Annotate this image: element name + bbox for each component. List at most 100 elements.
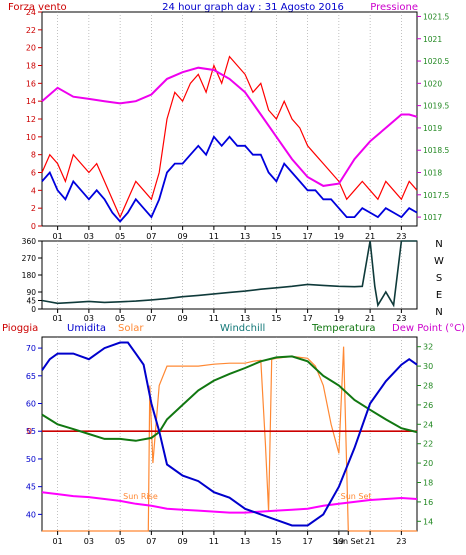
weather-x-label: 09 [178, 537, 188, 546]
weather-x-label: 11 [209, 537, 219, 546]
direction-x-label: 01 [53, 314, 63, 323]
temp-y-tick-label: 16 [423, 498, 433, 507]
humidity-title: Umidita [67, 323, 106, 334]
humidity-line [41, 341, 418, 527]
rain-zero-label: 0 [27, 427, 32, 436]
temp-y-tick-label: 14 [423, 517, 433, 526]
wind-x-label: 13 [240, 232, 250, 241]
wind-x-label: 17 [303, 232, 313, 241]
weather-x-label: 23 [396, 537, 406, 546]
solar-line [42, 346, 417, 532]
direction-y-tick-label: 270 [22, 254, 37, 263]
temp-y-tick-label: 26 [423, 401, 433, 410]
pressure-y-tick-label: 1019 [423, 124, 442, 133]
temp-y-tick-label: 30 [423, 362, 433, 371]
humidity-y-tick-label: 40 [26, 510, 36, 519]
weather-x-label: Sun Set [333, 537, 364, 546]
humidity-y-tick-label: 65 [26, 372, 36, 381]
pressure-y-tick-label: 1017.5 [423, 191, 449, 200]
temp-y-tick-label: 28 [423, 382, 433, 391]
direction-panel-frame [41, 240, 418, 310]
sunset-annotation: Sun Set [341, 492, 372, 501]
dewpoint-title: Dew Point (°C) [392, 323, 465, 334]
pressure-y-tick-label: 1018 [423, 169, 442, 178]
wind-x-label: 07 [146, 232, 156, 241]
wind-avg-line [41, 135, 418, 223]
pressure-y-tick-label: 1021 [423, 35, 442, 44]
humidity-y-tick-label: 55 [26, 427, 36, 436]
sunrise-annotation: Sun Rise [123, 492, 158, 501]
direction-x-label: 15 [271, 314, 281, 323]
direction-x-label: 09 [178, 314, 188, 323]
wind-y-tick-label: 16 [26, 79, 36, 88]
pressure-y-tick-label: 1018.5 [423, 146, 449, 155]
humidity-y-tick-label: 70 [26, 344, 36, 353]
direction-x-label: 21 [365, 314, 375, 323]
wind-y-tick-label: 2 [31, 204, 36, 213]
weather-x-label: 21 [365, 537, 375, 546]
wind-x-label: 19 [334, 232, 344, 241]
wind-x-label: 01 [53, 232, 63, 241]
direction-x-label: 13 [240, 314, 250, 323]
pressure-y-tick-label: 1020 [423, 79, 442, 88]
wind-x-label: 11 [209, 232, 219, 241]
weather-x-label: 07 [146, 537, 156, 546]
weather-x-label: 19 [334, 537, 344, 546]
wind-x-label: 21 [365, 232, 375, 241]
temp-y-tick-label: 24 [423, 420, 433, 429]
wind-x-label: 15 [271, 232, 281, 241]
pressure-y-tick-label: 1019.5 [423, 102, 449, 111]
direction-line [41, 240, 417, 308]
temp-y-tick-label: 32 [423, 343, 433, 352]
temperature-line [41, 355, 418, 442]
graph-title: 24 hour graph day : 31 Agosto 2016 [162, 2, 344, 13]
wind-panel-frame [41, 11, 418, 227]
wind-y-tick-label: 0 [31, 222, 36, 231]
weather-x-label: 13 [240, 537, 250, 546]
direction-y-tick-label: 180 [22, 271, 37, 280]
compass-label: W [434, 256, 444, 267]
pressure-line [41, 66, 418, 187]
humidity-y-tick-label: 50 [26, 455, 36, 464]
wind-y-tick-label: 24 [26, 8, 36, 17]
direction-y-tick-label: 360 [22, 237, 37, 246]
compass-label: E [436, 290, 442, 301]
humidity-y-tick-label: 45 [26, 483, 36, 492]
humidity-y-tick-label: 60 [26, 400, 36, 409]
temperature-title: Temperatura [311, 323, 376, 334]
wind-y-tick-label: 20 [26, 44, 36, 53]
wind-y-tick-label: 6 [31, 169, 36, 178]
pressure-title: Pressione [370, 2, 418, 13]
wind-x-label: 03 [84, 232, 94, 241]
wind-y-tick-label: 22 [26, 26, 36, 35]
weather-x-label: 15 [271, 537, 281, 546]
direction-x-label: 19 [334, 314, 344, 323]
compass-label: N [435, 239, 442, 250]
direction-x-label: 11 [209, 314, 219, 323]
compass-label: N [435, 307, 442, 318]
temp-y-tick-label: 18 [423, 479, 433, 488]
wind-y-tick-label: 8 [31, 151, 36, 160]
solar-title: Solar [118, 323, 144, 334]
rain-title: Pioggia [2, 323, 38, 334]
windchill-title: Windchill [220, 323, 265, 334]
temp-y-tick-label: 22 [423, 440, 433, 449]
direction-y-tick-label: 0 [31, 305, 36, 314]
direction-x-label: 17 [303, 314, 313, 323]
temp-y-tick-label: 20 [423, 459, 433, 468]
wind-y-tick-label: 18 [26, 62, 36, 71]
pressure-y-tick-label: 1017 [423, 213, 442, 222]
wind-x-label: 23 [396, 232, 406, 241]
pressure-y-tick-label: 1020.5 [423, 57, 449, 66]
direction-x-label: 07 [146, 314, 156, 323]
compass-label: S [436, 273, 442, 284]
weather-panel-frame [41, 336, 418, 532]
direction-y-tick-label: 45 [26, 297, 36, 306]
wind-x-label: 05 [115, 232, 125, 241]
weather-x-label: 17 [303, 537, 313, 546]
weather-x-label: 05 [115, 537, 125, 546]
direction-x-label: 05 [115, 314, 125, 323]
wind-y-tick-label: 10 [26, 133, 36, 142]
direction-x-label: 03 [84, 314, 94, 323]
